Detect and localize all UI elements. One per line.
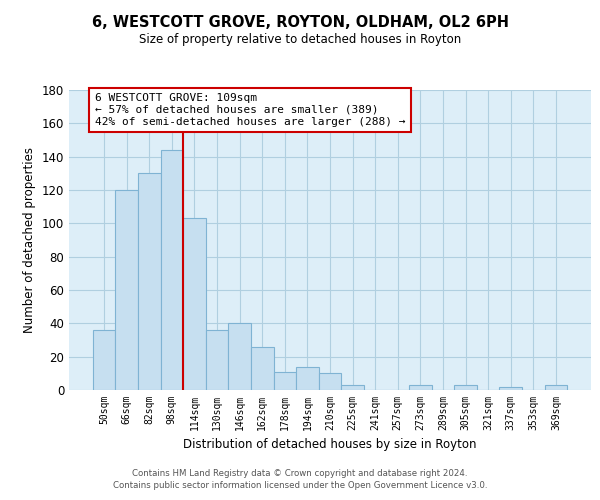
Bar <box>115 190 138 390</box>
Bar <box>274 372 296 390</box>
Text: 6, WESTCOTT GROVE, ROYTON, OLDHAM, OL2 6PH: 6, WESTCOTT GROVE, ROYTON, OLDHAM, OL2 6… <box>91 15 509 30</box>
X-axis label: Distribution of detached houses by size in Royton: Distribution of detached houses by size … <box>183 438 477 452</box>
Bar <box>251 346 274 390</box>
Text: Contains HM Land Registry data © Crown copyright and database right 2024.: Contains HM Land Registry data © Crown c… <box>132 468 468 477</box>
Bar <box>341 385 364 390</box>
Bar <box>454 385 477 390</box>
Y-axis label: Number of detached properties: Number of detached properties <box>23 147 36 333</box>
Bar <box>319 374 341 390</box>
Bar <box>499 386 522 390</box>
Bar <box>296 366 319 390</box>
Text: 6 WESTCOTT GROVE: 109sqm
← 57% of detached houses are smaller (389)
42% of semi-: 6 WESTCOTT GROVE: 109sqm ← 57% of detach… <box>95 94 406 126</box>
Bar <box>545 385 567 390</box>
Bar <box>409 385 431 390</box>
Bar <box>138 174 161 390</box>
Text: Size of property relative to detached houses in Royton: Size of property relative to detached ho… <box>139 32 461 46</box>
Bar <box>183 218 206 390</box>
Bar <box>229 324 251 390</box>
Text: Contains public sector information licensed under the Open Government Licence v3: Contains public sector information licen… <box>113 481 487 490</box>
Bar <box>206 330 229 390</box>
Bar <box>93 330 115 390</box>
Bar <box>161 150 183 390</box>
